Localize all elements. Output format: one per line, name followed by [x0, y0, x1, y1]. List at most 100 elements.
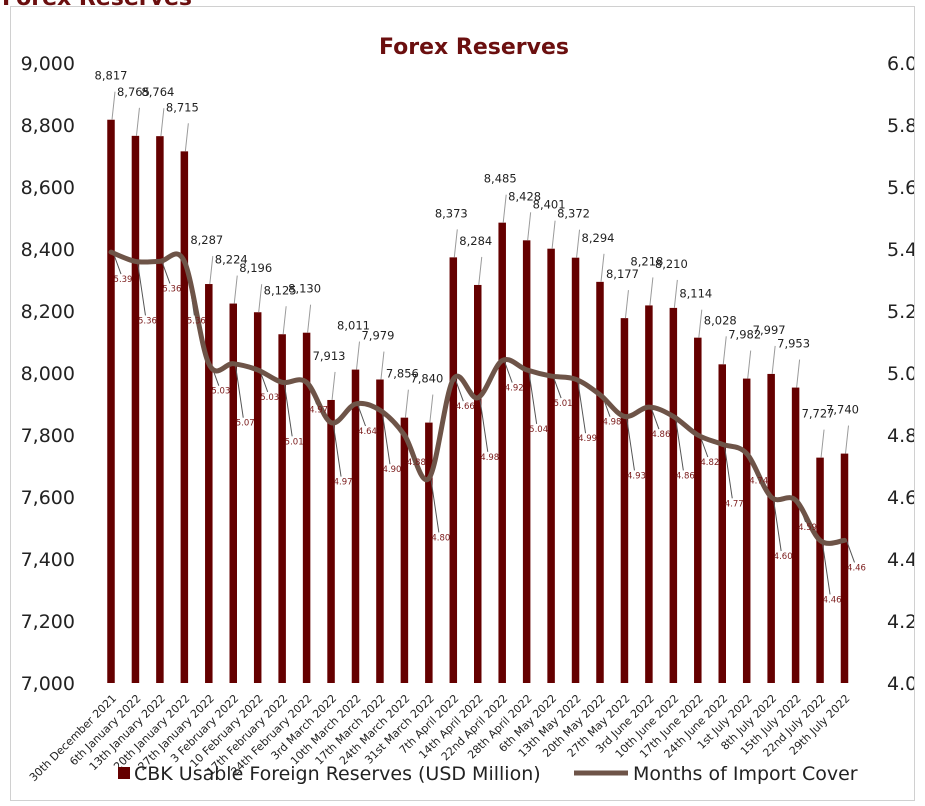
- line-data-label: 5.36: [138, 316, 157, 326]
- line-data-label: 4.60: [774, 552, 793, 562]
- bar: [351, 369, 360, 683]
- bar-data-label: 8,765: [117, 85, 150, 99]
- bar: [816, 457, 824, 683]
- bar-label-leader: [722, 336, 727, 365]
- line-data-label: 5.01: [554, 399, 573, 409]
- bar: [131, 135, 140, 684]
- bar: [742, 378, 751, 683]
- bar: [400, 417, 409, 683]
- bar-label-leader: [160, 108, 165, 137]
- bar: [718, 364, 726, 683]
- y-right-tick-label: 4.80: [887, 425, 914, 447]
- bar-data-label: 8,287: [190, 233, 223, 247]
- y-left-tick-label: 7,200: [21, 611, 75, 633]
- line-data-label: 5.07: [236, 419, 255, 429]
- line-label-leader: [430, 478, 440, 533]
- bar-data-label: 7,727: [802, 407, 835, 421]
- line-label-leader: [161, 261, 171, 284]
- line-data-label: 4.98: [603, 418, 622, 428]
- y-left-tick-label: 9,000: [21, 53, 75, 75]
- y-left-tick-label: 7,600: [21, 487, 75, 509]
- line-label-leader: [479, 397, 489, 452]
- bar-data-label: 7,856: [386, 367, 419, 381]
- y-right-tick-label: 4.60: [887, 487, 914, 509]
- line-data-label: 5.04: [529, 425, 548, 435]
- bar-data-label: 8,485: [484, 172, 517, 186]
- bar: [498, 222, 506, 683]
- bar: [376, 379, 384, 683]
- import-cover-line: [108, 249, 847, 546]
- legend-label-reserves: CBK Usable Foreign Reserves (USD Million…: [134, 763, 541, 785]
- bar-data-label: 8,764: [141, 85, 174, 99]
- bar: [840, 453, 849, 683]
- line-data-label: 4.77: [725, 499, 744, 509]
- line-label-leader: [381, 410, 391, 465]
- line-label-leader: [650, 406, 660, 430]
- bar-label-leader: [135, 107, 140, 136]
- bar-label-leader: [624, 290, 629, 319]
- legend: CBK Usable Foreign Reserves (USD Million…: [118, 763, 858, 785]
- bar-label-leader: [404, 389, 409, 418]
- bar-label-leader: [576, 229, 581, 258]
- bar-label-leader: [282, 306, 287, 335]
- bar-data-label: 7,982: [728, 328, 761, 342]
- line-data-label: 4.46: [847, 563, 866, 573]
- bar-data-label: 8,284: [459, 234, 492, 248]
- page-heading: Forex Reserves: [2, 0, 192, 11]
- line-data-label: 5.36: [187, 316, 206, 326]
- line-label-leader: [723, 444, 733, 499]
- line-data-label: 4.86: [651, 430, 670, 440]
- y-left-tick-label: 8,000: [21, 363, 75, 385]
- line-label-leader: [454, 379, 464, 402]
- bar-label-leader: [356, 341, 360, 370]
- bar-label-leader: [233, 275, 238, 304]
- line-data-label: 4.66: [456, 402, 475, 412]
- bar-data-label: 8,428: [508, 189, 541, 203]
- bar-label-leader: [747, 350, 752, 379]
- bar-data-label: 8,218: [630, 254, 663, 268]
- bar-label-leader: [453, 229, 458, 258]
- line-data-label: 4.92: [505, 384, 524, 394]
- bar-data-label: 8,011: [337, 319, 370, 333]
- chart-title: Forex Reserves: [379, 35, 569, 60]
- y-left-tick-label: 7,400: [21, 549, 75, 571]
- line-labels: 5.39 5.36 5.36 5.36 5.03 5.07 5.03 5.01 4.97 4.97…: [114, 275, 866, 605]
- line-data-label: 4.59: [798, 523, 817, 533]
- y-right-tick-label: 5.80: [887, 115, 914, 137]
- bar-label-leader: [209, 255, 214, 285]
- line-data-label: 4.74: [749, 477, 768, 487]
- bar-data-label: 8,817: [95, 69, 128, 83]
- y-left-tick-label: 7,000: [21, 673, 75, 695]
- bar: [522, 240, 531, 683]
- line-label-leader: [283, 382, 293, 437]
- bar-data-label: 8,294: [582, 231, 615, 245]
- bar: [449, 257, 458, 683]
- line-data-label: 4.64: [358, 427, 377, 437]
- y-right-tick-label: 5.20: [887, 301, 914, 323]
- line-label-leader: [674, 416, 684, 471]
- bar-label-leader: [380, 351, 385, 380]
- y-right-tick-label: 4.40: [887, 549, 914, 571]
- bar-data-label: 7,953: [777, 337, 810, 351]
- line-data-label: 5.03: [260, 393, 279, 403]
- line-data-label: 4.80: [431, 533, 450, 543]
- bar: [302, 332, 311, 683]
- bar-series: [107, 119, 849, 684]
- bar: [156, 136, 164, 683]
- line-data-label: 4.97: [309, 405, 328, 415]
- line-data-label: 4.99: [578, 434, 597, 444]
- chart-frame: Forex Reserves 7,000 7,200 7,400 7,600 7,800…: [10, 6, 915, 801]
- line-label-leader: [625, 416, 635, 471]
- y-left-tick-label: 7,800: [21, 425, 75, 447]
- y-right-tick-label: 5.40: [887, 239, 914, 261]
- line-data-label: 4.82: [700, 458, 719, 468]
- line-label-leader: [136, 261, 146, 316]
- bar-data-label: 8,224: [215, 253, 248, 267]
- bar-label-leader: [820, 429, 825, 458]
- line-label-leader: [577, 379, 587, 434]
- bar-data-label: 8,401: [533, 198, 566, 212]
- bar: [571, 257, 580, 683]
- y-right-tick-label: 5.00: [887, 363, 914, 385]
- line-series: [108, 249, 847, 546]
- line-data-label: 4.90: [382, 465, 401, 475]
